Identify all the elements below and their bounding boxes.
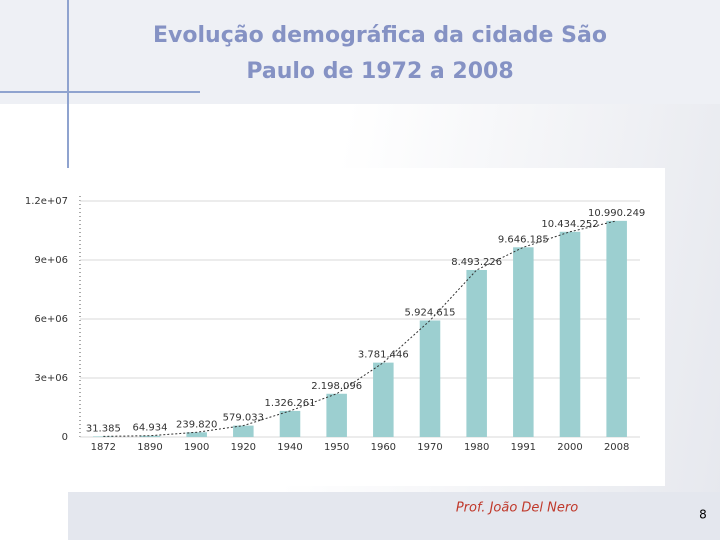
bar	[466, 269, 487, 437]
bar	[139, 435, 161, 437]
bar	[233, 425, 254, 437]
x-tick-label: 1950	[324, 442, 349, 453]
bar	[186, 432, 207, 437]
x-tick-label: 1970	[417, 442, 442, 453]
bar	[326, 393, 347, 437]
value-label: 8.493.226	[451, 257, 502, 268]
chart-title: Evolução demográfica da cidade São Paulo …	[153, 23, 607, 84]
y-tick-label: 1.2e+07	[25, 196, 68, 207]
x-tick-label: 1991	[511, 442, 536, 453]
header-band	[0, 0, 720, 104]
y-tick-label: 0	[62, 432, 68, 443]
x-tick-label: 1940	[277, 442, 302, 453]
value-label: 10.990.249	[588, 208, 645, 219]
x-tick-label: 2000	[557, 442, 582, 453]
x-tick-label: 1920	[231, 442, 256, 453]
x-tick-label: 2008	[604, 442, 629, 453]
value-label: 5.924.615	[405, 307, 456, 318]
y-tick-label: 3e+06	[34, 373, 68, 384]
trend-line	[103, 220, 617, 437]
x-tick-label: 1900	[184, 442, 209, 453]
value-label: 579.033	[223, 413, 264, 424]
chart-area	[30, 168, 665, 486]
x-tick-label: 1890	[137, 442, 162, 453]
y-tick-label: 9e+06	[34, 255, 68, 266]
value-label: 64.934	[133, 423, 168, 434]
value-label: 31.385	[86, 423, 121, 434]
bar	[513, 247, 534, 437]
bar	[559, 231, 581, 437]
value-label: 2.198.096	[311, 381, 362, 392]
page-number: 8	[699, 508, 707, 522]
value-label: 239.820	[176, 419, 217, 430]
footer-author: Prof. João Del Nero	[456, 501, 578, 516]
x-tick-label: 1872	[91, 442, 116, 453]
x-tick-label: 1960	[371, 442, 396, 453]
bar	[419, 320, 441, 437]
bar	[279, 410, 301, 437]
bar	[373, 362, 394, 437]
bar	[606, 220, 627, 437]
value-label: 3.781.446	[358, 350, 409, 361]
y-tick-label: 6e+06	[34, 314, 68, 325]
value-label: 1.326.261	[265, 398, 316, 409]
value-label: 9.646.185	[498, 234, 549, 245]
footer-band	[68, 492, 720, 540]
x-tick-label: 1980	[464, 442, 489, 453]
bar	[93, 436, 114, 437]
value-label: 10.434.252	[541, 219, 598, 230]
